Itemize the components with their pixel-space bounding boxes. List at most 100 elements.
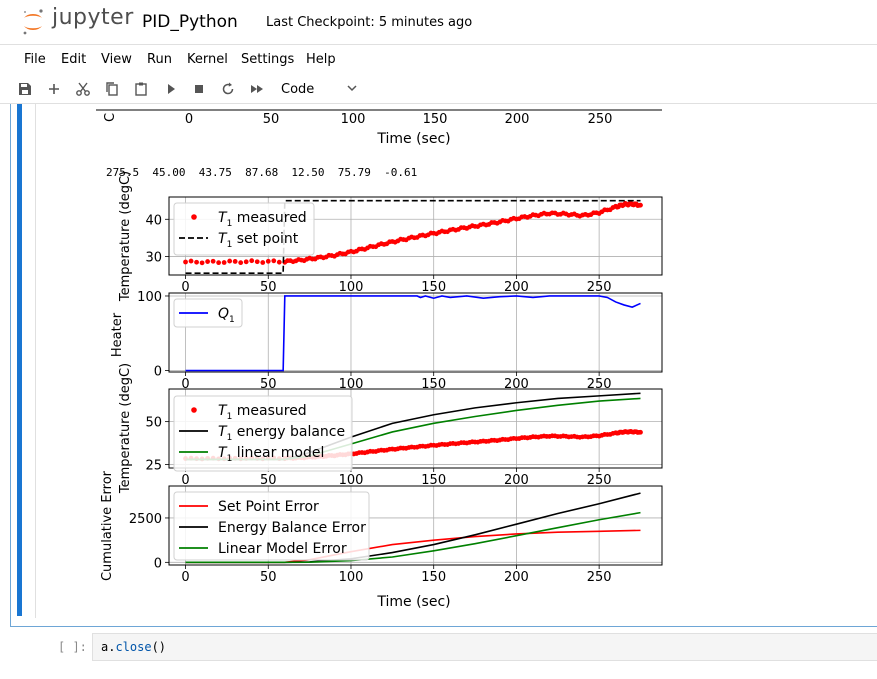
legend-marker — [191, 407, 197, 413]
series-line — [185, 295, 641, 372]
chevron-down-icon[interactable] — [346, 80, 358, 96]
data-point — [638, 202, 643, 208]
partial-xtick: 250 — [588, 112, 613, 127]
x-tick-label: 0 — [181, 570, 189, 585]
partial-xtick: 150 — [423, 112, 448, 127]
x-tick-label: 250 — [587, 280, 612, 295]
active-cell[interactable] — [10, 104, 877, 627]
y-axis-label: Heater — [110, 312, 125, 357]
x-tick-label: 200 — [504, 570, 529, 585]
cell-prompt: [ ]: — [58, 640, 87, 654]
data-point — [232, 259, 238, 264]
code-text[interactable]: a.close() — [101, 640, 166, 654]
y-tick-label: 40 — [145, 213, 162, 228]
menu-file[interactable]: File — [24, 52, 46, 67]
y-tick-label: 0 — [154, 556, 162, 571]
fast-forward-icon[interactable] — [249, 81, 265, 97]
axes-frame — [168, 292, 663, 373]
legend-symbol: Q — [218, 306, 229, 322]
x-tick-label: 250 — [587, 473, 612, 488]
x-tick-label: 250 — [587, 570, 612, 585]
data-point — [249, 258, 255, 264]
menu-edit[interactable]: Edit — [61, 52, 87, 67]
code-cell-input[interactable]: a.close() — [92, 633, 877, 661]
legend-text: energy balance — [232, 424, 345, 440]
stdout-text: 275.5 45.00 43.75 87.68 12.50 75.79 -0.6… — [106, 166, 418, 179]
x-tick-label: 250 — [587, 377, 612, 392]
run-icon[interactable] — [163, 81, 179, 97]
jupyter-logo-icon[interactable] — [21, 8, 45, 36]
menu-view[interactable]: View — [101, 52, 132, 67]
legend-box — [173, 395, 353, 472]
x-tick-label: 50 — [260, 280, 277, 295]
cell-collapser[interactable] — [17, 104, 22, 616]
code-object: a. — [101, 640, 116, 654]
cell-type-select[interactable]: Code — [281, 82, 315, 97]
save-icon[interactable] — [17, 81, 33, 97]
legend-subscript: 1 — [229, 315, 235, 325]
legend-text: measured — [232, 210, 306, 226]
data-point — [276, 259, 282, 265]
x-tick-label: 0 — [181, 473, 189, 488]
data-point — [188, 258, 194, 264]
data-point — [638, 429, 643, 435]
paste-icon[interactable] — [133, 81, 149, 97]
menu-help[interactable]: Help — [306, 52, 336, 67]
data-point — [210, 258, 216, 264]
x-tick-label: 50 — [260, 473, 277, 488]
x-tick-label: 150 — [421, 280, 446, 295]
legend-symbol: T — [218, 445, 228, 461]
cut-icon[interactable] — [75, 81, 91, 97]
data-point — [216, 260, 222, 266]
series-line — [185, 511, 641, 564]
x-tick-label: 50 — [260, 377, 277, 392]
axes-frame — [168, 388, 663, 469]
legend-label: Q1 — [218, 306, 235, 325]
legend-box — [173, 491, 370, 561]
legend-label: T1 set point — [218, 231, 299, 250]
notebook-title[interactable]: PID_Python — [142, 12, 238, 32]
legend-symbol: T — [218, 424, 228, 440]
data-point — [243, 259, 249, 265]
toolbar: Code — [0, 75, 877, 104]
data-point — [271, 258, 277, 264]
add-icon[interactable] — [46, 81, 62, 97]
y-axis-label: Temperature (degC) — [118, 171, 133, 302]
partial-xlabel: Time (sec) — [376, 131, 450, 147]
y-axis-label: Cumulative Error — [100, 470, 115, 581]
partial-xtick: 0 — [185, 112, 193, 127]
menu-kernel[interactable]: Kernel — [187, 52, 228, 67]
x-tick-label: 200 — [504, 377, 529, 392]
code-args: () — [151, 640, 167, 654]
series-line — [185, 529, 641, 564]
y-tick-label: 0 — [154, 365, 162, 380]
data-point — [265, 258, 271, 264]
x-tick-label: 50 — [260, 570, 277, 585]
copy-icon[interactable] — [104, 81, 120, 97]
data-point — [205, 259, 211, 264]
stop-icon[interactable] — [191, 81, 207, 97]
axes-frame — [168, 485, 663, 566]
legend-label: T1 energy balance — [218, 424, 345, 443]
data-point — [221, 260, 227, 265]
legend-text: linear model — [232, 445, 324, 461]
menu-run[interactable]: Run — [147, 52, 172, 67]
data-point — [238, 260, 244, 266]
legend-text: measured — [232, 403, 306, 419]
x-tick-label: 100 — [339, 377, 364, 392]
x-tick-label: 150 — [421, 473, 446, 488]
restart-icon[interactable] — [220, 81, 236, 97]
y-tick-label: 100 — [137, 290, 162, 305]
legend-label: T1 measured — [218, 210, 307, 229]
data-point — [227, 258, 233, 264]
partial-ylabel: C — [103, 113, 118, 122]
menu-settings[interactable]: Settings — [241, 52, 295, 67]
code-function: close — [115, 640, 152, 654]
subplot-2: 0 100 0 50 100 150 200 250 Heater Q1 — [110, 290, 663, 392]
x-tick-label: 100 — [339, 280, 364, 295]
partial-top-axis: C 0 50 100 150 200 250 Time (sec) — [96, 109, 662, 147]
menu-bar: File Edit View Run Kernel Settings Help — [0, 44, 877, 76]
legend-symbol: T — [218, 210, 228, 226]
